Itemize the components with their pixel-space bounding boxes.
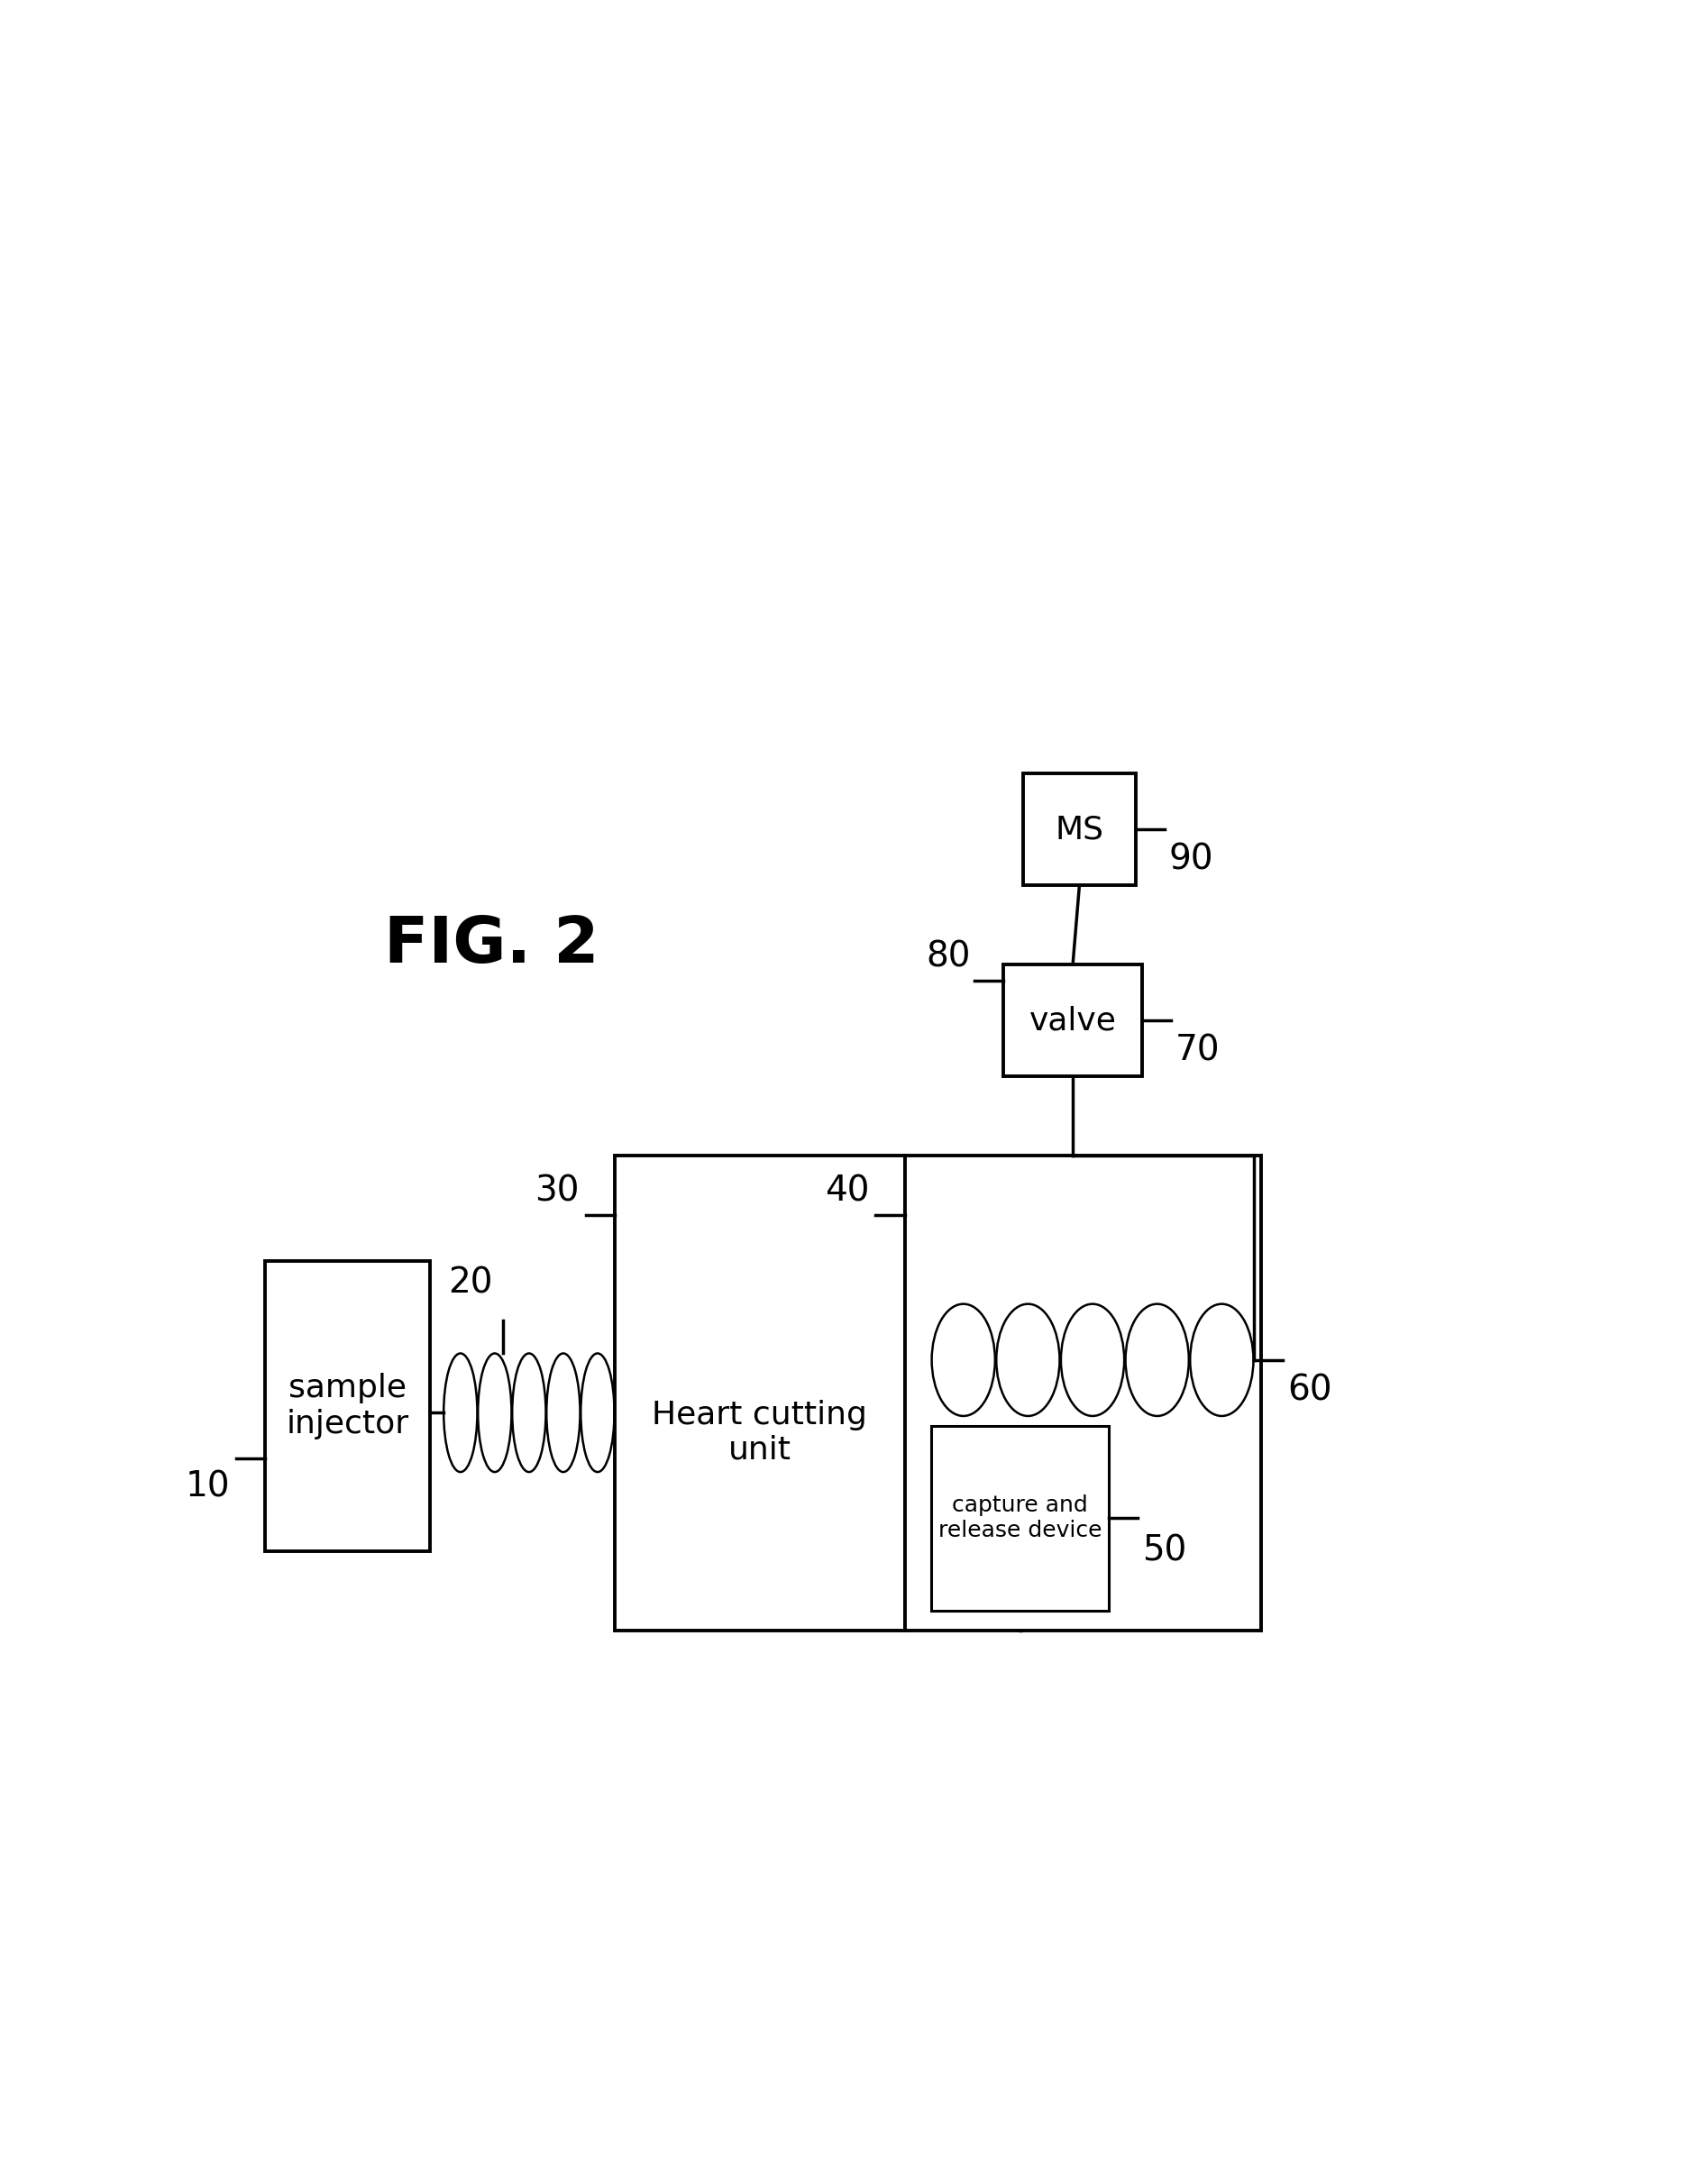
Bar [905, 1155, 1260, 1629]
Text: 40: 40 [825, 1175, 869, 1208]
Text: capture and
release device: capture and release device [939, 1494, 1102, 1542]
Ellipse shape [1126, 1304, 1189, 1415]
Ellipse shape [546, 1354, 580, 1472]
Ellipse shape [932, 1304, 995, 1415]
Ellipse shape [1191, 1304, 1254, 1415]
Ellipse shape [444, 1354, 478, 1472]
Bar [1004, 965, 1141, 1077]
Text: FIG. 2: FIG. 2 [384, 913, 599, 976]
Text: 10: 10 [185, 1470, 230, 1503]
Ellipse shape [512, 1354, 546, 1472]
Text: 50: 50 [1141, 1533, 1187, 1568]
Text: 90: 90 [1169, 843, 1213, 876]
Bar [614, 1155, 905, 1629]
Text: 30: 30 [534, 1175, 578, 1208]
Bar [265, 1260, 430, 1551]
Ellipse shape [478, 1354, 512, 1472]
Ellipse shape [580, 1354, 614, 1472]
Ellipse shape [997, 1304, 1060, 1415]
Bar [930, 1426, 1109, 1610]
Text: valve: valve [1029, 1005, 1116, 1035]
Text: 80: 80 [925, 939, 971, 974]
Ellipse shape [1061, 1304, 1124, 1415]
Bar [1024, 773, 1135, 885]
Text: 60: 60 [1288, 1374, 1332, 1406]
Text: 70: 70 [1175, 1033, 1220, 1068]
Text: Heart cutting
unit: Heart cutting unit [651, 1400, 868, 1465]
Text: 20: 20 [447, 1267, 493, 1302]
Text: MS: MS [1055, 815, 1104, 845]
Text: sample
injector: sample injector [286, 1374, 410, 1439]
